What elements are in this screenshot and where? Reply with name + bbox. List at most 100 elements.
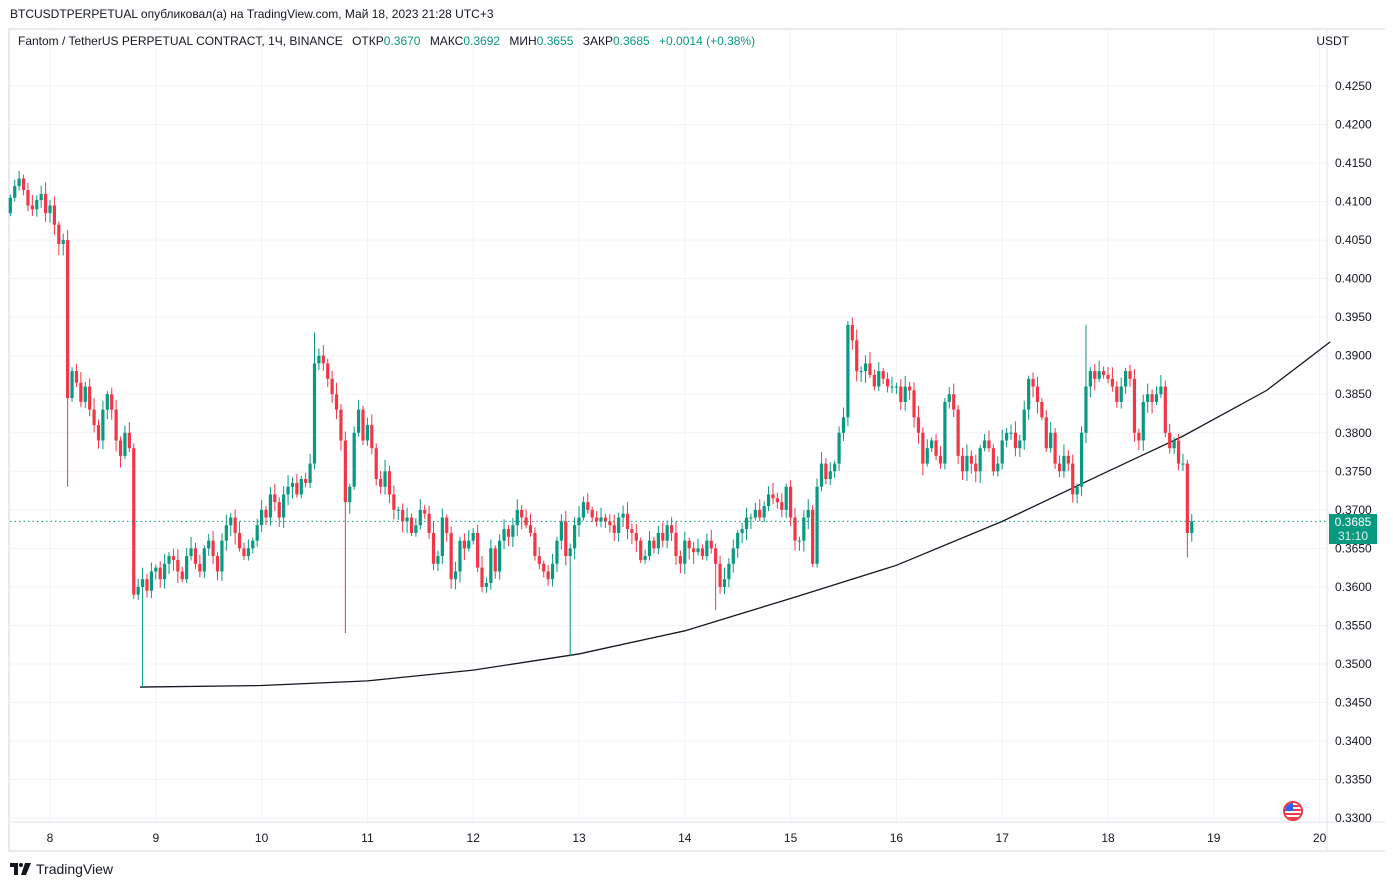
candle-body: [674, 532, 678, 557]
candle-body: [21, 178, 26, 191]
price-tick-label: 0.3650: [1335, 541, 1372, 555]
candle-body: [533, 532, 537, 557]
candle-body: [991, 448, 995, 472]
candle-body: [1009, 432, 1013, 434]
candle-body: [1128, 371, 1132, 379]
time-tick-label: 11: [361, 831, 374, 845]
price-tick-label: 0.3600: [1335, 580, 1372, 594]
candle-body: [189, 548, 193, 557]
candle-body: [661, 532, 665, 541]
time-tick-label: 15: [784, 831, 798, 845]
candle-body: [855, 340, 859, 372]
candle-body: [528, 525, 533, 533]
candle-body: [1062, 455, 1066, 472]
candle-body: [1124, 371, 1128, 387]
candle-body: [696, 548, 700, 553]
time-tick-label: 17: [996, 831, 1010, 845]
candle-body: [1115, 386, 1119, 402]
candle-body: [678, 556, 682, 564]
candle-body: [603, 517, 608, 522]
candle-body: [546, 571, 550, 580]
candle-body: [718, 563, 722, 587]
price-tick-label: 0.4200: [1335, 118, 1372, 132]
candle-body: [1088, 371, 1092, 387]
candle-body: [982, 440, 987, 449]
candle-body: [890, 386, 894, 388]
time-tick-label: 13: [572, 831, 586, 845]
candle-body: [1022, 409, 1026, 441]
candle-body: [819, 463, 824, 487]
candle-body: [140, 579, 145, 587]
candle-body: [762, 505, 766, 518]
candle-body: [846, 324, 850, 418]
candle-body: [290, 482, 295, 487]
candle-body: [498, 540, 502, 572]
candle-body: [17, 178, 21, 187]
candle-body: [356, 409, 361, 433]
candle-body: [418, 509, 422, 526]
candle-body: [405, 517, 409, 522]
candle-body: [1172, 440, 1176, 449]
candle-body: [978, 448, 982, 472]
candle-body: [409, 517, 414, 533]
candle-body: [304, 479, 308, 483]
price-axis: 0.4250 0.4200 0.4150 0.4100 0.4050 0.4000 0.39…: [1335, 79, 1372, 825]
candle-body: [824, 463, 828, 480]
candle-body: [634, 532, 638, 541]
candle-body: [537, 556, 541, 564]
candle-body: [110, 394, 114, 410]
candle-body: [83, 386, 87, 402]
price-tick-label: 0.3850: [1335, 387, 1372, 401]
candle-body: [74, 371, 79, 383]
candle-body: [180, 571, 184, 580]
candle-body: [692, 548, 696, 553]
candle-body: [943, 401, 947, 464]
brand-name: TradingView: [36, 861, 114, 877]
candle-body: [295, 482, 299, 495]
chart-legend: Fantom / TetherUS PERPETUAL CONTRACT, 1Ч…: [18, 34, 755, 48]
publication-info: BTCUSDTPERPETUAL опубликовал(а) на Tradi…: [10, 7, 494, 21]
price-tick-label: 0.3350: [1335, 773, 1372, 787]
candle-body: [392, 494, 396, 510]
candle-body: [66, 240, 70, 399]
candle-body: [740, 529, 744, 533]
candle-body: [149, 571, 153, 591]
candle-body: [965, 455, 969, 472]
candle-body: [1000, 440, 1004, 464]
candle-body: [52, 205, 57, 225]
price-tick-label: 0.3300: [1335, 811, 1372, 825]
low-label: МИН: [509, 34, 537, 48]
candle-body: [1027, 378, 1031, 410]
candle-body: [370, 425, 374, 449]
candle-body: [207, 540, 211, 549]
candle-body: [145, 579, 149, 591]
candle-body: [401, 509, 405, 522]
candle-body: [361, 409, 365, 441]
tradingview-logo[interactable]: TradingView: [10, 861, 113, 877]
open-value: 0.3670: [383, 34, 421, 48]
candle-body: [789, 486, 793, 518]
candle-body: [749, 517, 753, 519]
candle-body: [859, 371, 863, 373]
time-tick-label: 14: [678, 831, 692, 845]
candle-body: [92, 409, 96, 426]
candle-body: [467, 540, 471, 549]
candle-body: [1097, 371, 1101, 379]
candle-body: [282, 494, 286, 518]
candle-body: [154, 567, 158, 572]
candle-body: [379, 479, 383, 487]
candle-body: [916, 417, 921, 433]
candle-body: [1150, 394, 1154, 402]
candle-body: [132, 448, 136, 595]
candle-body: [643, 556, 647, 560]
candle-body: [639, 540, 643, 560]
candle-body: [758, 509, 762, 518]
us-flag-icon[interactable]: [1283, 801, 1303, 821]
candle-body: [387, 471, 392, 495]
candle-body: [365, 425, 369, 441]
candle-body: [780, 502, 784, 510]
symbol-title[interactable]: Fantom / TetherUS PERPETUAL CONTRACT, 1Ч…: [18, 34, 343, 48]
price-tick-label: 0.3750: [1335, 464, 1372, 478]
price-tick-label: 0.4050: [1335, 233, 1372, 247]
